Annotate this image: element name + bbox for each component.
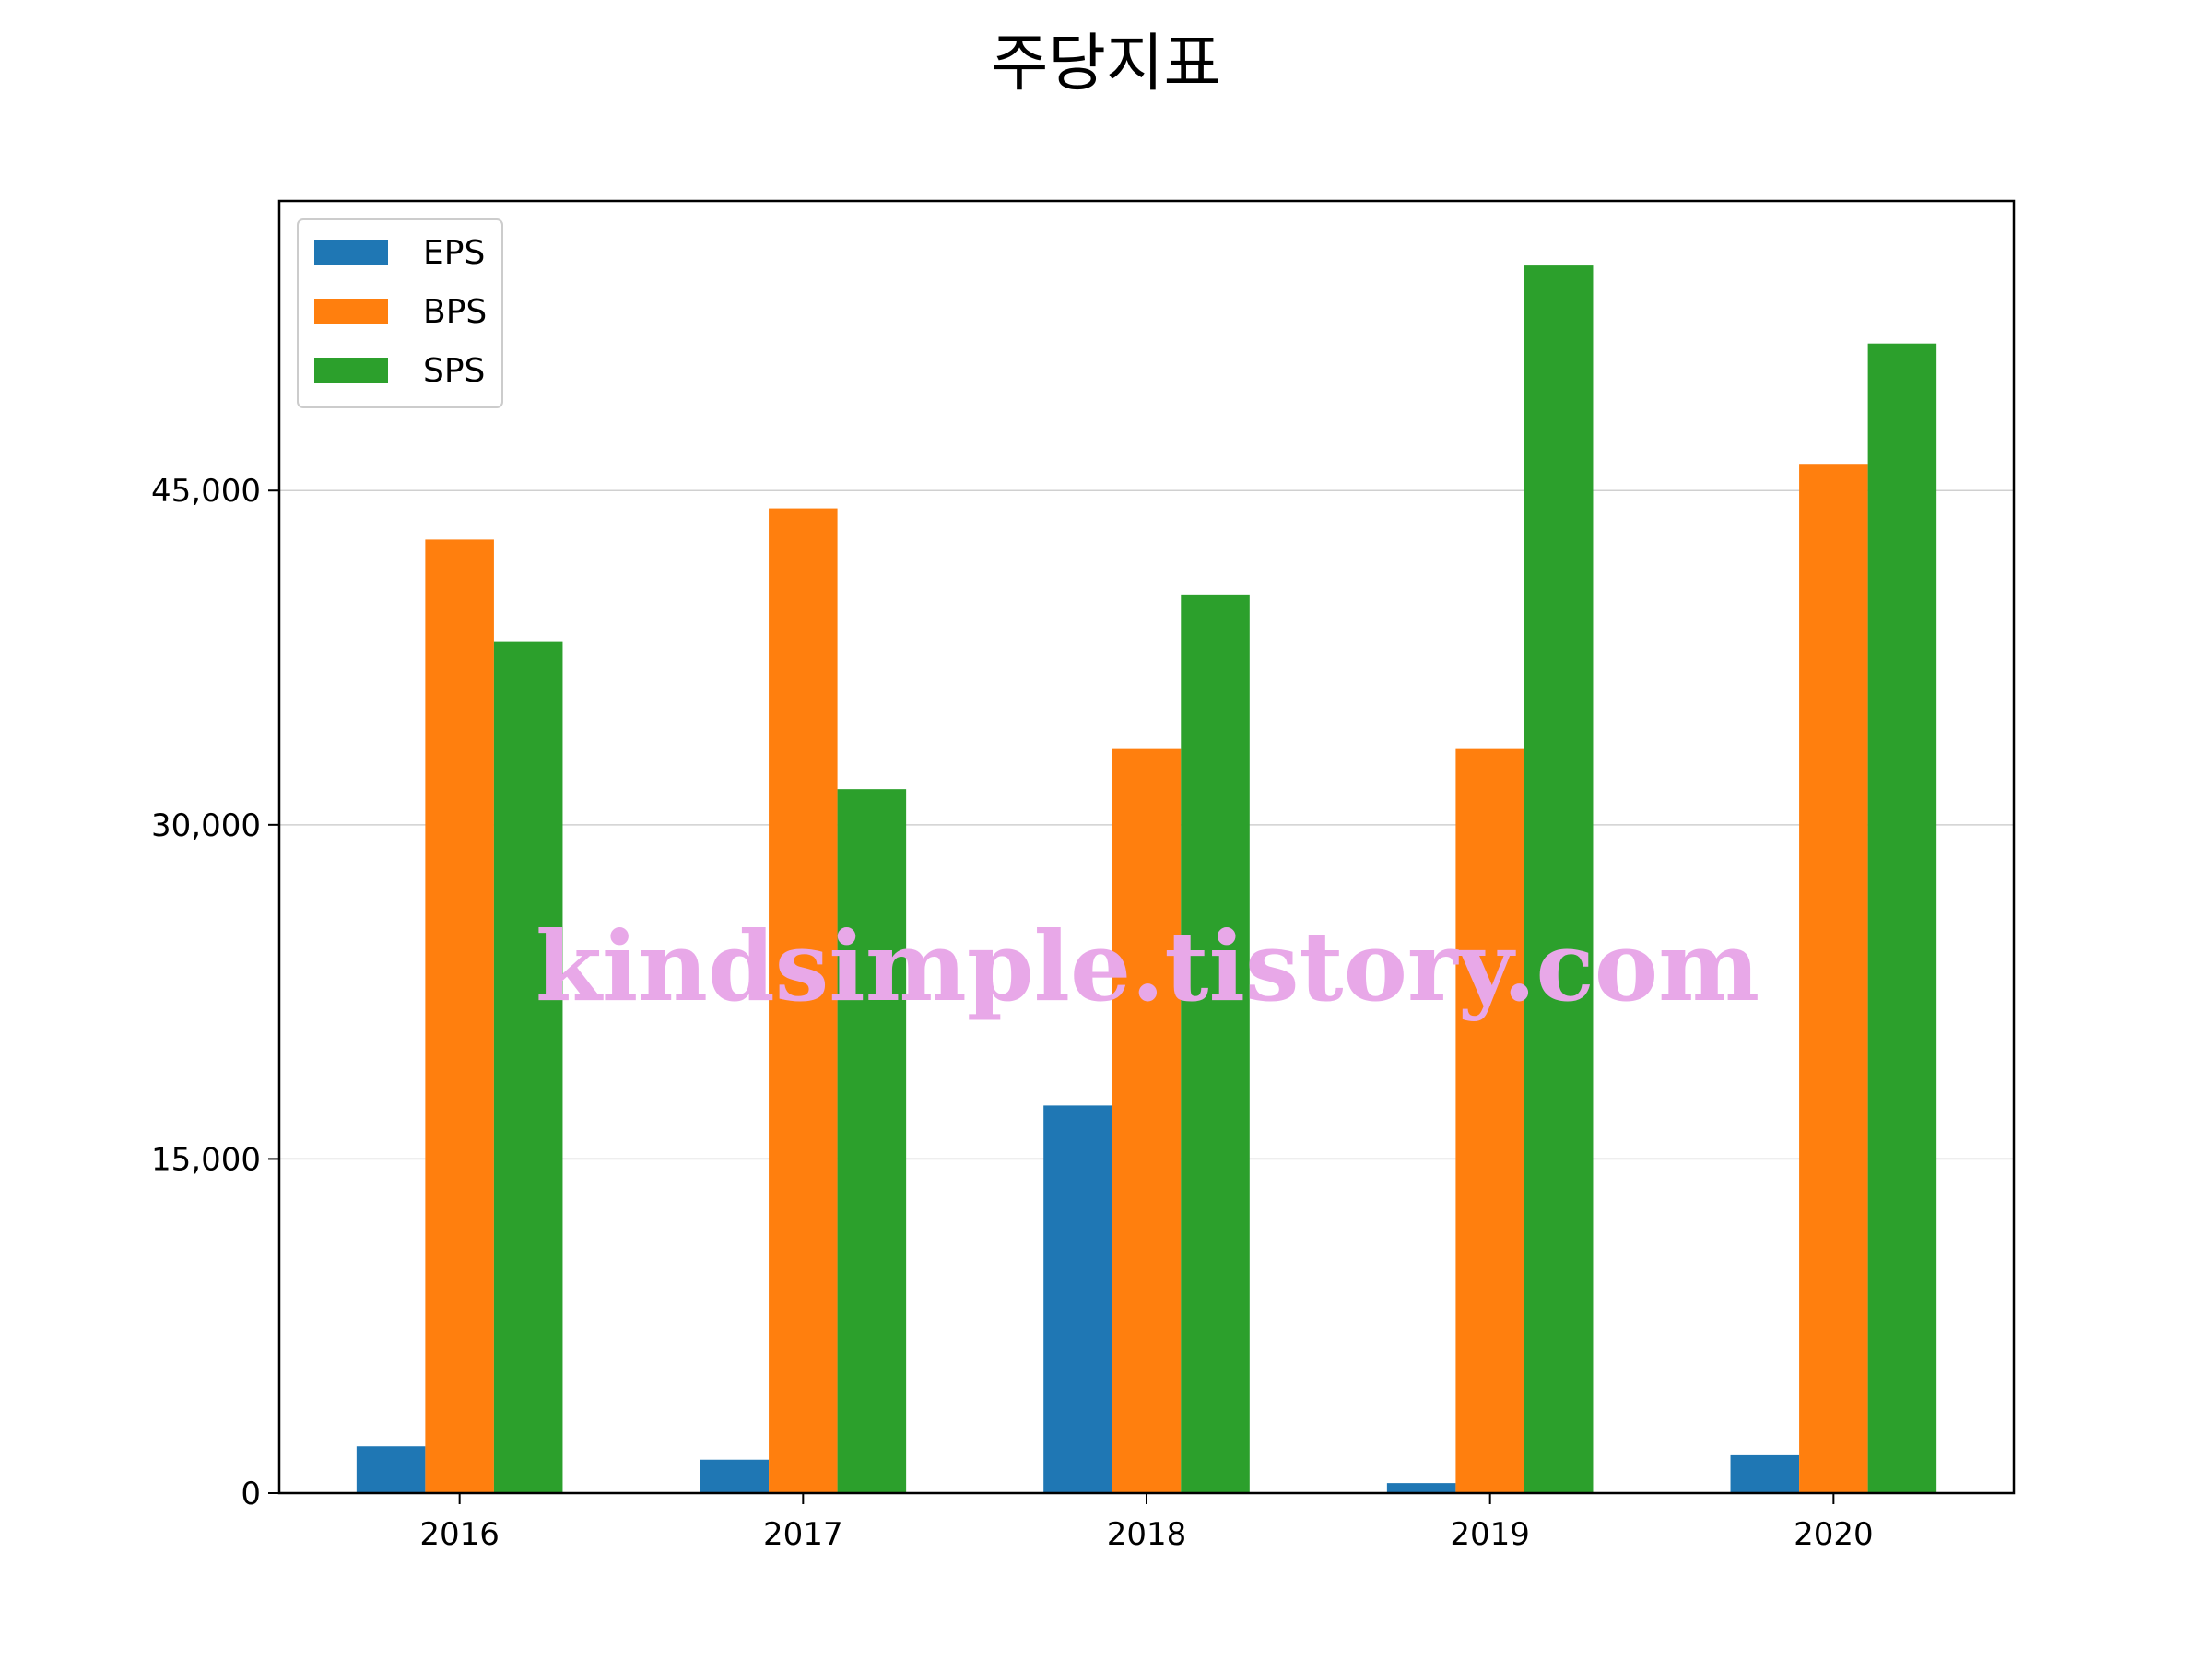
bar-bps-2020 — [1799, 464, 1868, 1493]
x-axis: 2016 2017 2018 2019 2020 — [419, 1493, 1874, 1553]
bar-sps-2018 — [1181, 594, 1250, 1493]
bar-sps-2017 — [837, 789, 907, 1493]
legend-label-eps: EPS — [423, 234, 485, 272]
bar-bps-2016 — [425, 539, 494, 1494]
watermark: kindsimple.tistory.com — [535, 910, 1759, 1023]
x-tick-label: 2018 — [1107, 1516, 1187, 1553]
chart-title: 주당지표 — [991, 28, 1221, 100]
bar-eps-2019 — [1386, 1483, 1456, 1493]
bar-eps-2020 — [1730, 1454, 1800, 1493]
bar-sps-2019 — [1524, 265, 1594, 1494]
legend-swatch-eps — [314, 240, 388, 265]
legend-swatch-sps — [314, 358, 388, 383]
y-tick-label: 30,000 — [151, 807, 261, 844]
x-tick-label: 2019 — [1450, 1516, 1530, 1553]
bar-sps-2020 — [1867, 343, 1937, 1493]
y-tick-label: 45,000 — [151, 473, 261, 510]
bar-bps-2019 — [1455, 748, 1524, 1493]
bars — [356, 265, 1937, 1494]
x-tick-label: 2017 — [763, 1516, 843, 1553]
bar-sps-2016 — [493, 641, 563, 1493]
x-tick-label: 2016 — [419, 1516, 500, 1553]
bar-bps-2018 — [1112, 748, 1182, 1493]
bar-bps-2017 — [769, 508, 838, 1493]
y-axis: 0 15,000 30,000 45,000 — [151, 473, 279, 1512]
legend-label-sps: SPS — [423, 352, 485, 390]
legend-label-bps: BPS — [423, 293, 487, 331]
y-tick-label: 0 — [241, 1476, 261, 1512]
bar-eps-2018 — [1043, 1105, 1112, 1493]
bar-eps-2017 — [700, 1459, 770, 1493]
legend: EPS BPS SPS — [297, 218, 503, 408]
x-tick-label: 2020 — [1794, 1516, 1874, 1553]
legend-swatch-bps — [314, 299, 388, 324]
bar-eps-2016 — [356, 1446, 426, 1493]
y-tick-label: 15,000 — [151, 1141, 261, 1178]
